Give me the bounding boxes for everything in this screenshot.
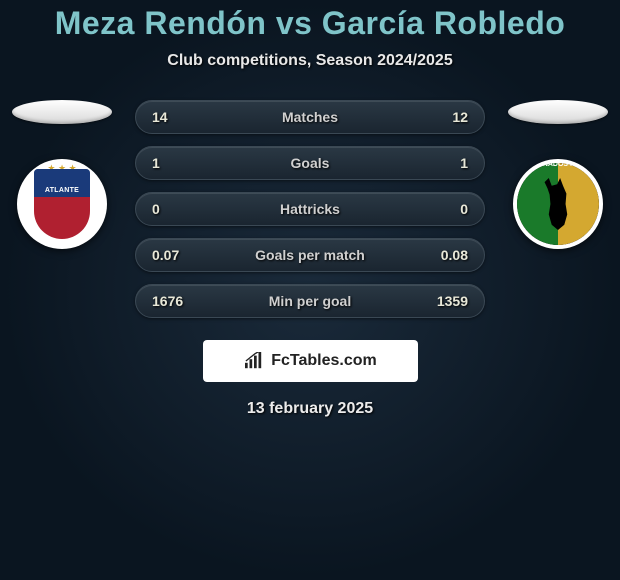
stat-row: 1 Goals 1 — [135, 146, 485, 180]
shield-icon — [34, 169, 90, 239]
stat-left-value: 1 — [152, 155, 192, 171]
stat-label: Matches — [282, 109, 338, 125]
stat-right-value: 0 — [428, 201, 468, 217]
stat-left-value: 0.07 — [152, 247, 192, 263]
stats-list: 14 Matches 12 1 Goals 1 0 Hattricks 0 0.… — [135, 100, 485, 318]
deer-icon — [537, 178, 579, 230]
logo-text: VENADOS F.C. — [517, 161, 599, 168]
chart-icon — [243, 352, 265, 370]
logo-inner: VENADOS F.C. — [517, 163, 599, 245]
right-player-column: VENADOS F.C. — [503, 100, 613, 249]
stat-right-value: 1359 — [428, 293, 468, 309]
stat-row: 0 Hattricks 0 — [135, 192, 485, 226]
left-club-logo: ★ ★ ★ — [17, 159, 107, 249]
comparison-row: ★ ★ ★ 14 Matches 12 1 Goals 1 0 Hattrick… — [0, 100, 620, 318]
stat-row: 1676 Min per goal 1359 — [135, 284, 485, 318]
stat-right-value: 1 — [428, 155, 468, 171]
left-player-name-pill — [12, 100, 112, 124]
right-player-name-pill — [508, 100, 608, 124]
stat-right-value: 0.08 — [428, 247, 468, 263]
stat-left-value: 0 — [152, 201, 192, 217]
branding-box[interactable]: FcTables.com — [203, 340, 418, 382]
page-title: Meza Rendón vs García Robledo — [55, 5, 566, 42]
stat-label: Goals per match — [255, 247, 365, 263]
subtitle: Club competitions, Season 2024/2025 — [167, 52, 452, 70]
stat-right-value: 12 — [428, 109, 468, 125]
footer-date: 13 february 2025 — [247, 400, 373, 418]
stat-left-value: 1676 — [152, 293, 192, 309]
left-player-column: ★ ★ ★ — [7, 100, 117, 249]
stat-label: Min per goal — [269, 293, 351, 309]
right-club-logo: VENADOS F.C. — [513, 159, 603, 249]
branding-text: FcTables.com — [271, 352, 377, 370]
stat-label: Hattricks — [280, 201, 340, 217]
stat-row: 0.07 Goals per match 0.08 — [135, 238, 485, 272]
stat-label: Goals — [291, 155, 330, 171]
stat-row: 14 Matches 12 — [135, 100, 485, 134]
comparison-card: Meza Rendón vs García Robledo Club compe… — [0, 0, 620, 418]
stat-left-value: 14 — [152, 109, 192, 125]
